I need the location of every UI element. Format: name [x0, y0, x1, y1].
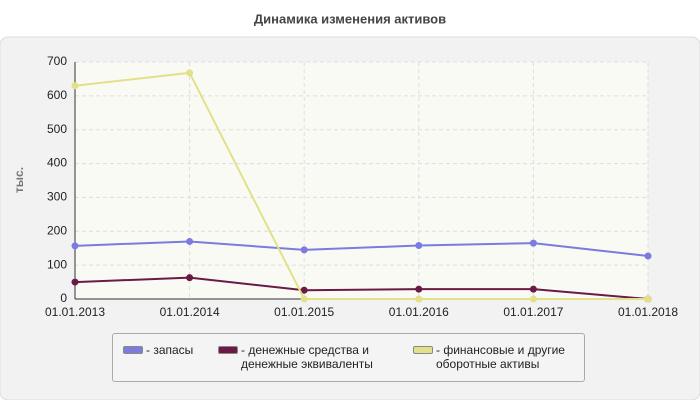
y-tick-label: 100	[47, 257, 67, 271]
y-tick-label: 600	[47, 88, 67, 102]
point	[300, 286, 308, 294]
series-line	[74, 240, 649, 257]
legend-label: - запасы	[146, 343, 194, 357]
x-tick-label: 01.01.2017	[503, 305, 563, 319]
point	[529, 295, 537, 303]
y-tick-label: 0	[60, 291, 67, 305]
y-tick-label: 500	[47, 122, 67, 136]
chart-title: Динамика изменения активов	[254, 11, 446, 26]
point	[529, 285, 537, 293]
point	[415, 285, 423, 293]
series-line	[74, 71, 648, 300]
legend-entry: - финансовые и другие оборотные активы	[413, 343, 596, 371]
legend-swatch	[123, 346, 143, 354]
point	[300, 246, 308, 254]
legend-label: - финансовые и другие оборотные активы	[436, 343, 565, 371]
point	[415, 242, 423, 250]
point	[71, 242, 79, 250]
legend: - запасы - денежные средства и денежные э…	[112, 333, 585, 382]
y-tick-label: 400	[47, 156, 67, 170]
y-tick-label: 700	[47, 54, 67, 68]
point	[300, 295, 308, 303]
x-tick-label: 01.01.2016	[389, 305, 449, 319]
point	[71, 82, 79, 90]
point	[186, 237, 194, 245]
series-line	[74, 276, 649, 300]
y-axis-label: тыс.	[12, 167, 26, 193]
legend-swatch	[413, 346, 433, 354]
legend-swatch	[218, 346, 238, 354]
legend-entry: - денежные средства и денежные эквивален…	[218, 343, 411, 371]
point	[186, 69, 194, 77]
y-tick-label: 200	[47, 223, 67, 237]
x-tick-label: 01.01.2013	[45, 305, 105, 319]
point	[529, 239, 537, 247]
point	[186, 274, 194, 282]
x-tick-label: 01.01.2018	[618, 305, 678, 319]
legend-entry: - запасы	[123, 343, 226, 357]
point	[644, 295, 652, 303]
point	[644, 252, 652, 260]
point	[71, 278, 79, 286]
x-tick-label: 01.01.2015	[274, 305, 334, 319]
y-tick-label: 300	[47, 190, 67, 204]
legend-label: - денежные средства и денежные эквивален…	[241, 343, 373, 371]
plot-area	[75, 62, 648, 299]
x-tick-label: 01.01.2014	[160, 305, 220, 319]
point	[415, 295, 423, 303]
